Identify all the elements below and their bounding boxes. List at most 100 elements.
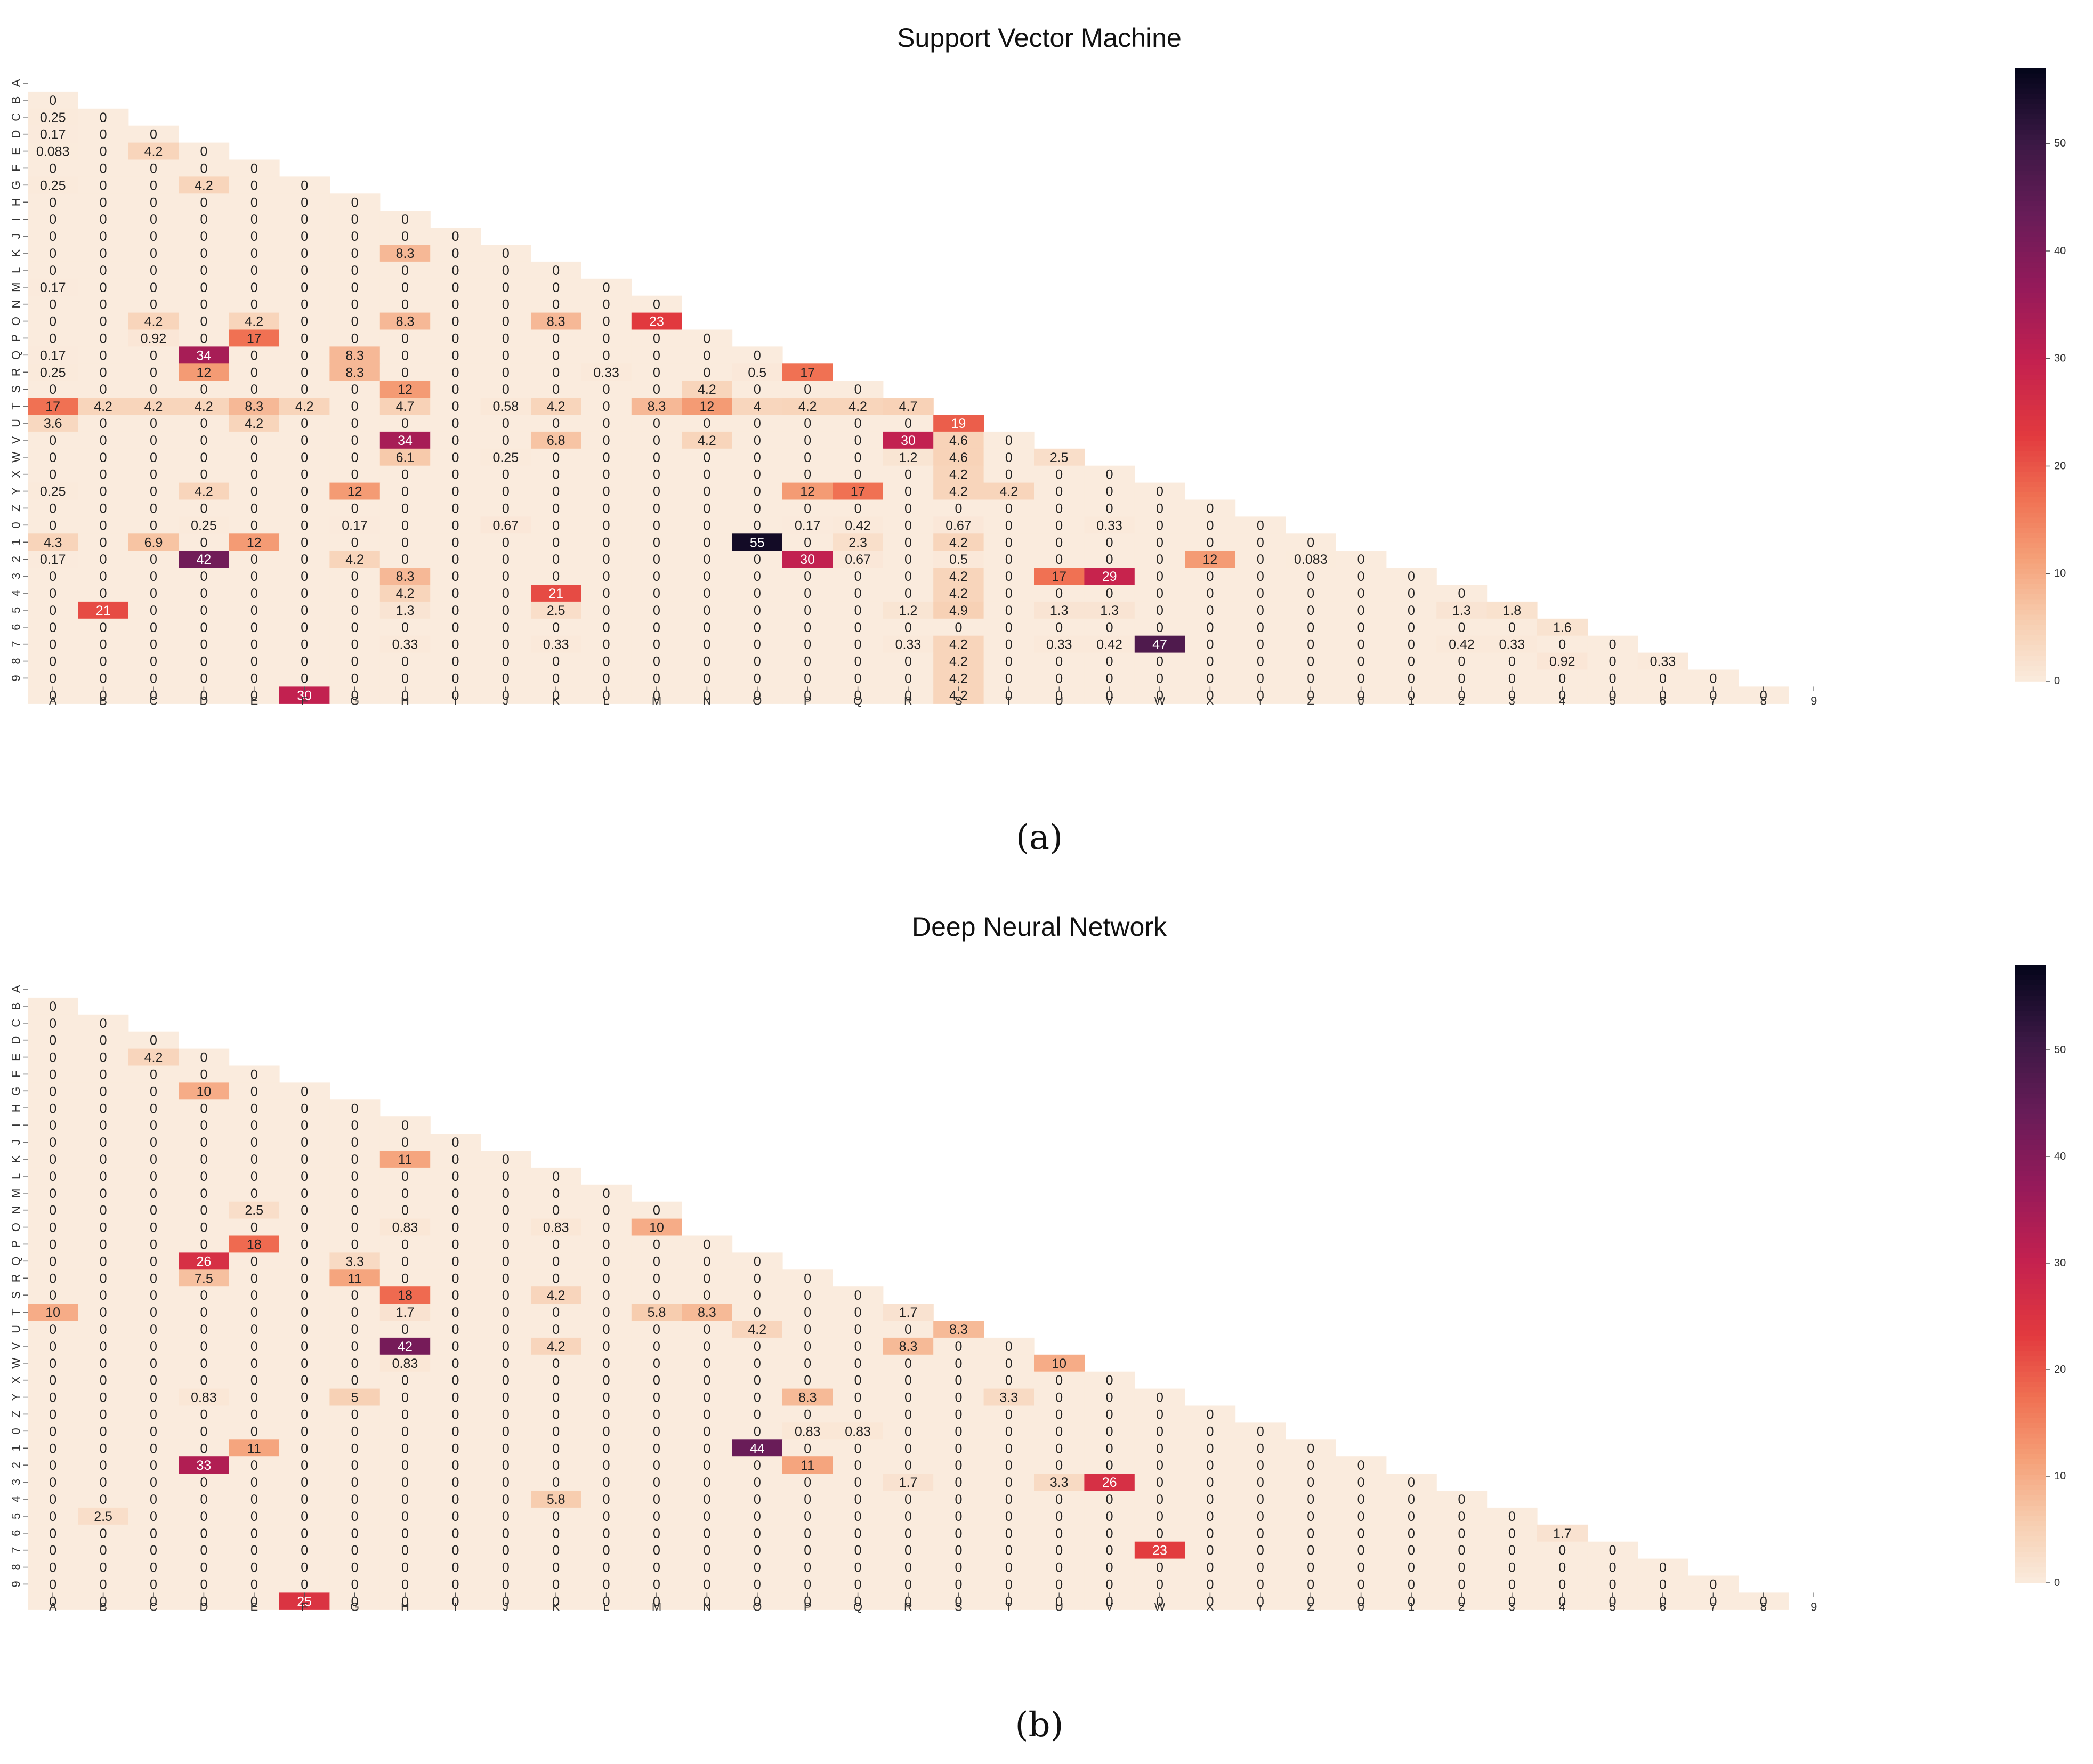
cell-value-label: 0: [100, 552, 107, 567]
colorbar-segment: [2015, 1294, 2046, 1300]
colorbar-segment: [2015, 1366, 2046, 1372]
cell-value-label: 0: [653, 365, 660, 380]
cell-value-label: 0: [1558, 1543, 1566, 1558]
heatmap-cell: [933, 601, 984, 619]
cell-value-label: 0: [854, 1339, 862, 1354]
heatmap-cell: [782, 652, 833, 670]
heatmap-cell: [1084, 499, 1135, 517]
cell-value-label: 0: [451, 484, 459, 499]
x-tick-label: T: [1005, 1600, 1012, 1613]
heatmap-cell: [28, 533, 78, 551]
cell-value-label: 0: [401, 1424, 409, 1439]
heatmap-cell: [78, 1082, 129, 1100]
cell-value-label: 0: [100, 1424, 107, 1439]
heatmap-cell: [983, 431, 1035, 449]
cell-value-label: 0: [653, 1560, 660, 1575]
cell-value-label: 0: [250, 671, 258, 686]
cell-value-label: 4.2: [999, 484, 1018, 499]
heatmap-cell: [531, 415, 581, 432]
cell-value-label: 0: [1458, 688, 1465, 703]
colorbar-segment: [2015, 1413, 2046, 1419]
heatmap-cell: [480, 1201, 531, 1219]
cell-value-label: 0: [250, 1152, 258, 1167]
cell-value-label: 0: [1558, 1560, 1566, 1575]
cell-value-label: 0: [854, 467, 862, 482]
x-tick-label: 9: [1811, 694, 1817, 707]
cell-value-label: 0: [502, 331, 510, 346]
heatmap-cell: [430, 448, 481, 466]
y-tick-label: K: [10, 249, 23, 257]
cell-value-label: 0: [150, 161, 157, 176]
colorbar-segment: [2015, 559, 2046, 564]
cell-value-label: 0: [804, 654, 811, 669]
colorbar-segment: [2015, 277, 2046, 284]
colorbar-segment: [2015, 1088, 2046, 1094]
heatmap-cell: [430, 652, 481, 670]
heatmap-cell: [732, 431, 783, 449]
heatmap-cell: [833, 618, 884, 636]
cell-value-label: 0: [703, 620, 710, 635]
y-tick-label: X: [10, 1376, 23, 1384]
cell-value-label: 0: [904, 1526, 912, 1541]
heatmap-cell: [430, 585, 481, 602]
colorbar-segment: [2015, 328, 2046, 335]
cell-value-label: 12: [348, 484, 362, 499]
cell-value-label: 0: [653, 1441, 660, 1456]
cell-value-label: 0: [351, 1492, 359, 1507]
cell-value-label: 0: [804, 1475, 811, 1490]
heatmap-cell: [128, 448, 179, 466]
cell-value-label: 0: [703, 365, 710, 380]
heatmap-cell: [78, 261, 129, 279]
cell-value-label: 0: [1106, 1373, 1113, 1388]
colorbar-segment: [2015, 338, 2046, 345]
cell-value-label: 0: [754, 1254, 761, 1269]
heatmap-cell: [28, 652, 78, 670]
cell-value-label: 0: [301, 314, 308, 329]
cell-value-label: 0: [351, 1169, 359, 1184]
cell-value-label: 0: [904, 1560, 912, 1575]
cell-value-label: 0: [100, 671, 107, 686]
cell-value-label: 0: [603, 467, 610, 482]
heatmap-cell: [179, 295, 230, 313]
heatmap-cell: [933, 551, 984, 568]
heatmap-cell: [682, 329, 733, 347]
cell-value-label: 0: [804, 416, 811, 431]
cell-value-label: 0: [301, 263, 308, 278]
heatmap-cell: [631, 465, 682, 483]
cell-value-label: 0: [250, 620, 258, 635]
cell-value-label: 0.25: [40, 178, 66, 193]
colorbar-segment: [2015, 1253, 2046, 1259]
heatmap-cell: [682, 448, 733, 466]
cell-value-label: 0: [1307, 1492, 1314, 1507]
heatmap-cell: [229, 193, 280, 211]
heatmap-cell: [229, 1134, 280, 1151]
cell-value-label: 0: [854, 1475, 862, 1490]
heatmap-cell: [480, 1252, 531, 1270]
x-tick-label: 9: [1811, 1600, 1817, 1613]
cell-value-label: 0: [1357, 688, 1365, 703]
y-tick-label: U: [10, 419, 23, 427]
cell-value-label: 0: [552, 1322, 560, 1337]
cell-value-label: 0: [150, 1577, 157, 1592]
colorbar-segment: [2015, 144, 2046, 151]
heatmap-cell: [28, 381, 78, 398]
cell-value-label: 0: [200, 535, 207, 550]
cell-value-label: 0: [250, 688, 258, 703]
cell-value-label: 0.67: [946, 518, 972, 533]
cell-value-label: 0: [1458, 586, 1465, 601]
heatmap-cell: [279, 618, 330, 636]
cell-value-label: 0: [603, 1492, 610, 1507]
cell-value-label: 0: [703, 1237, 710, 1252]
cell-value-label: 0: [451, 229, 459, 244]
cell-value-label: 0: [49, 569, 56, 584]
heatmap-cell: [581, 329, 632, 347]
colorbar-segment: [2015, 614, 2046, 620]
cell-value-label: 0: [451, 1492, 459, 1507]
colorbar-segment: [2015, 1160, 2046, 1166]
heatmap-cell: [179, 1269, 230, 1287]
heatmap-cell: [983, 618, 1035, 636]
cell-value-label: 0: [401, 1237, 409, 1252]
heatmap-cell: [480, 431, 531, 449]
cell-value-label: 0: [100, 637, 107, 652]
colorbar-segment: [2015, 1217, 2046, 1223]
